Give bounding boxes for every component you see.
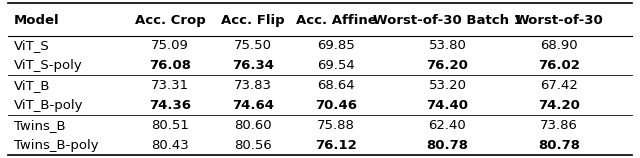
Text: 76.12: 76.12 xyxy=(315,139,357,152)
Text: 80.78: 80.78 xyxy=(538,139,580,152)
Text: 67.42: 67.42 xyxy=(540,79,578,92)
Text: ViT_S-poly: ViT_S-poly xyxy=(14,59,83,72)
Text: 69.54: 69.54 xyxy=(317,59,355,72)
Text: ViT_B: ViT_B xyxy=(14,79,51,92)
Text: Worst-of-30 Batch 1: Worst-of-30 Batch 1 xyxy=(372,14,522,27)
Text: 76.20: 76.20 xyxy=(426,59,468,72)
Text: ViT_S: ViT_S xyxy=(14,39,50,52)
Text: Twins_B: Twins_B xyxy=(14,119,66,132)
Text: 53.20: 53.20 xyxy=(428,79,467,92)
Text: 73.31: 73.31 xyxy=(151,79,189,92)
Text: Twins_B-poly: Twins_B-poly xyxy=(14,139,99,152)
Text: Acc. Flip: Acc. Flip xyxy=(221,14,285,27)
Text: 68.64: 68.64 xyxy=(317,79,355,92)
Text: 80.56: 80.56 xyxy=(234,139,272,152)
Text: ViT_B-poly: ViT_B-poly xyxy=(14,99,84,112)
Text: 75.50: 75.50 xyxy=(234,39,272,52)
Text: 62.40: 62.40 xyxy=(429,119,467,132)
Text: 73.83: 73.83 xyxy=(234,79,272,92)
Text: 70.46: 70.46 xyxy=(315,99,357,112)
Text: 74.20: 74.20 xyxy=(538,99,580,112)
Text: Model: Model xyxy=(14,14,60,27)
Text: 80.43: 80.43 xyxy=(152,139,189,152)
Text: 76.08: 76.08 xyxy=(149,59,191,72)
Text: 74.36: 74.36 xyxy=(149,99,191,112)
Text: 73.86: 73.86 xyxy=(540,119,578,132)
Text: 74.64: 74.64 xyxy=(232,99,274,112)
Text: 53.80: 53.80 xyxy=(429,39,467,52)
Text: 80.51: 80.51 xyxy=(151,119,189,132)
Text: 74.40: 74.40 xyxy=(426,99,468,112)
Text: Acc. Affine: Acc. Affine xyxy=(296,14,376,27)
Text: 68.90: 68.90 xyxy=(540,39,578,52)
Text: Acc. Crop: Acc. Crop xyxy=(135,14,205,27)
Text: 69.85: 69.85 xyxy=(317,39,355,52)
Text: 80.60: 80.60 xyxy=(234,119,272,132)
Text: 76.02: 76.02 xyxy=(538,59,580,72)
Text: 80.78: 80.78 xyxy=(426,139,468,152)
Text: 76.34: 76.34 xyxy=(232,59,274,72)
Text: 75.88: 75.88 xyxy=(317,119,355,132)
Text: 75.09: 75.09 xyxy=(151,39,189,52)
Text: Worst-of-30: Worst-of-30 xyxy=(515,14,604,27)
